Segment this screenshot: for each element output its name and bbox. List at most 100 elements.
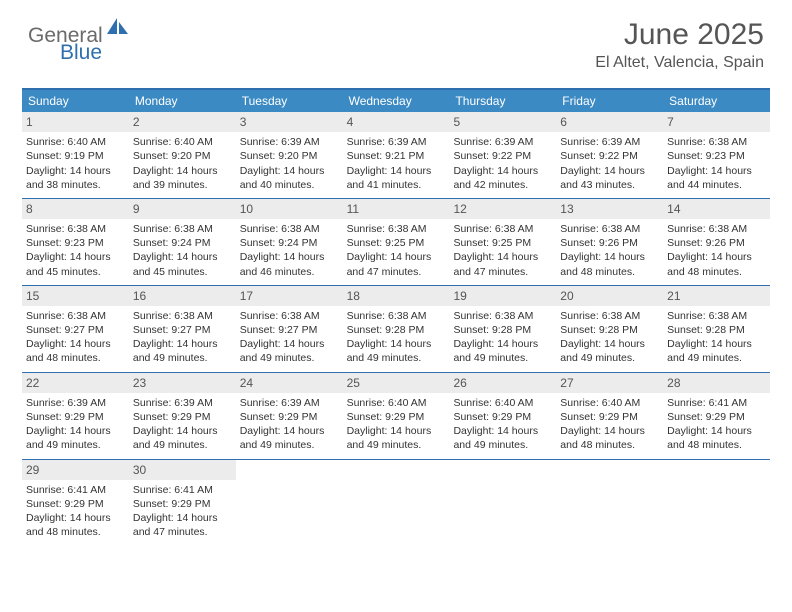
- sunrise-line: Sunrise: 6:38 AM: [667, 309, 766, 323]
- sunset-line: Sunset: 9:29 PM: [560, 410, 659, 424]
- daylight-line: Daylight: 14 hours and 38 minutes.: [26, 164, 125, 192]
- sunset-line: Sunset: 9:27 PM: [240, 323, 339, 337]
- day-number: 28: [663, 373, 770, 393]
- daylight-line: Daylight: 14 hours and 47 minutes.: [347, 250, 446, 278]
- sunset-line: Sunset: 9:29 PM: [347, 410, 446, 424]
- sunset-line: Sunset: 9:29 PM: [453, 410, 552, 424]
- daylight-line: Daylight: 14 hours and 40 minutes.: [240, 164, 339, 192]
- weekday-wed: Wednesday: [343, 90, 450, 112]
- sunrise-line: Sunrise: 6:38 AM: [453, 309, 552, 323]
- sunset-line: Sunset: 9:28 PM: [667, 323, 766, 337]
- weekday-fri: Friday: [556, 90, 663, 112]
- sunrise-line: Sunrise: 6:38 AM: [667, 135, 766, 149]
- day-number: 26: [449, 373, 556, 393]
- day-number: 5: [449, 112, 556, 132]
- daylight-line: Daylight: 14 hours and 43 minutes.: [560, 164, 659, 192]
- weekday-tue: Tuesday: [236, 90, 343, 112]
- day-number: 18: [343, 286, 450, 306]
- daylight-line: Daylight: 14 hours and 49 minutes.: [453, 337, 552, 365]
- day-cell: 23Sunrise: 6:39 AMSunset: 9:29 PMDayligh…: [129, 373, 236, 459]
- day-number: 20: [556, 286, 663, 306]
- day-number: 15: [22, 286, 129, 306]
- day-cell: 24Sunrise: 6:39 AMSunset: 9:29 PMDayligh…: [236, 373, 343, 459]
- daylight-line: Daylight: 14 hours and 49 minutes.: [240, 337, 339, 365]
- day-cell: 27Sunrise: 6:40 AMSunset: 9:29 PMDayligh…: [556, 373, 663, 459]
- day-number: 11: [343, 199, 450, 219]
- day-cell: .: [449, 460, 556, 546]
- sunset-line: Sunset: 9:27 PM: [26, 323, 125, 337]
- day-cell: 22Sunrise: 6:39 AMSunset: 9:29 PMDayligh…: [22, 373, 129, 459]
- daylight-line: Daylight: 14 hours and 46 minutes.: [240, 250, 339, 278]
- day-number: 7: [663, 112, 770, 132]
- weekday-sat: Saturday: [663, 90, 770, 112]
- sunset-line: Sunset: 9:29 PM: [133, 497, 232, 511]
- sunset-line: Sunset: 9:28 PM: [453, 323, 552, 337]
- title-block: June 2025 El Altet, Valencia, Spain: [595, 18, 764, 72]
- sunset-line: Sunset: 9:26 PM: [560, 236, 659, 250]
- day-cell: 21Sunrise: 6:38 AMSunset: 9:28 PMDayligh…: [663, 286, 770, 372]
- day-number: 25: [343, 373, 450, 393]
- daylight-line: Daylight: 14 hours and 45 minutes.: [26, 250, 125, 278]
- sunrise-line: Sunrise: 6:39 AM: [26, 396, 125, 410]
- sunrise-line: Sunrise: 6:40 AM: [453, 396, 552, 410]
- daylight-line: Daylight: 14 hours and 48 minutes.: [560, 424, 659, 452]
- sunset-line: Sunset: 9:24 PM: [133, 236, 232, 250]
- sunset-line: Sunset: 9:28 PM: [560, 323, 659, 337]
- daylight-line: Daylight: 14 hours and 42 minutes.: [453, 164, 552, 192]
- day-cell: 8Sunrise: 6:38 AMSunset: 9:23 PMDaylight…: [22, 199, 129, 285]
- sunset-line: Sunset: 9:29 PM: [667, 410, 766, 424]
- day-cell: 13Sunrise: 6:38 AMSunset: 9:26 PMDayligh…: [556, 199, 663, 285]
- day-cell: 5Sunrise: 6:39 AMSunset: 9:22 PMDaylight…: [449, 112, 556, 198]
- sunrise-line: Sunrise: 6:40 AM: [347, 396, 446, 410]
- weekday-mon: Monday: [129, 90, 236, 112]
- sunrise-line: Sunrise: 6:39 AM: [133, 396, 232, 410]
- day-number: 29: [22, 460, 129, 480]
- sunrise-line: Sunrise: 6:41 AM: [26, 483, 125, 497]
- weekday-thu: Thursday: [449, 90, 556, 112]
- daylight-line: Daylight: 14 hours and 47 minutes.: [453, 250, 552, 278]
- logo-sail-icon: [107, 18, 129, 40]
- daylight-line: Daylight: 14 hours and 49 minutes.: [347, 337, 446, 365]
- daylight-line: Daylight: 14 hours and 49 minutes.: [133, 337, 232, 365]
- sunset-line: Sunset: 9:21 PM: [347, 149, 446, 163]
- day-cell: 15Sunrise: 6:38 AMSunset: 9:27 PMDayligh…: [22, 286, 129, 372]
- day-cell: .: [556, 460, 663, 546]
- day-number: 19: [449, 286, 556, 306]
- sunset-line: Sunset: 9:27 PM: [133, 323, 232, 337]
- sunrise-line: Sunrise: 6:38 AM: [560, 309, 659, 323]
- daylight-line: Daylight: 14 hours and 45 minutes.: [133, 250, 232, 278]
- day-cell: 20Sunrise: 6:38 AMSunset: 9:28 PMDayligh…: [556, 286, 663, 372]
- day-cell: 12Sunrise: 6:38 AMSunset: 9:25 PMDayligh…: [449, 199, 556, 285]
- day-number: 2: [129, 112, 236, 132]
- sunrise-line: Sunrise: 6:39 AM: [347, 135, 446, 149]
- week-row: 29Sunrise: 6:41 AMSunset: 9:29 PMDayligh…: [22, 459, 770, 546]
- day-cell: 18Sunrise: 6:38 AMSunset: 9:28 PMDayligh…: [343, 286, 450, 372]
- day-number: 1: [22, 112, 129, 132]
- sunrise-line: Sunrise: 6:41 AM: [133, 483, 232, 497]
- day-cell: 29Sunrise: 6:41 AMSunset: 9:29 PMDayligh…: [22, 460, 129, 546]
- day-number: 21: [663, 286, 770, 306]
- day-number: 8: [22, 199, 129, 219]
- sunrise-line: Sunrise: 6:38 AM: [26, 309, 125, 323]
- day-cell: 4Sunrise: 6:39 AMSunset: 9:21 PMDaylight…: [343, 112, 450, 198]
- week-row: 8Sunrise: 6:38 AMSunset: 9:23 PMDaylight…: [22, 198, 770, 285]
- daylight-line: Daylight: 14 hours and 39 minutes.: [133, 164, 232, 192]
- sunrise-line: Sunrise: 6:38 AM: [133, 309, 232, 323]
- sunset-line: Sunset: 9:29 PM: [26, 410, 125, 424]
- daylight-line: Daylight: 14 hours and 48 minutes.: [26, 511, 125, 539]
- sunset-line: Sunset: 9:22 PM: [453, 149, 552, 163]
- daylight-line: Daylight: 14 hours and 48 minutes.: [667, 424, 766, 452]
- sunset-line: Sunset: 9:29 PM: [133, 410, 232, 424]
- sunrise-line: Sunrise: 6:40 AM: [26, 135, 125, 149]
- day-number: 10: [236, 199, 343, 219]
- day-number: 6: [556, 112, 663, 132]
- day-number: 3: [236, 112, 343, 132]
- weekday-header-row: Sunday Monday Tuesday Wednesday Thursday…: [22, 90, 770, 112]
- daylight-line: Daylight: 14 hours and 44 minutes.: [667, 164, 766, 192]
- sunrise-line: Sunrise: 6:38 AM: [347, 309, 446, 323]
- daylight-line: Daylight: 14 hours and 49 minutes.: [240, 424, 339, 452]
- daylight-line: Daylight: 14 hours and 49 minutes.: [133, 424, 232, 452]
- sunrise-line: Sunrise: 6:40 AM: [560, 396, 659, 410]
- sunset-line: Sunset: 9:20 PM: [240, 149, 339, 163]
- day-number: 14: [663, 199, 770, 219]
